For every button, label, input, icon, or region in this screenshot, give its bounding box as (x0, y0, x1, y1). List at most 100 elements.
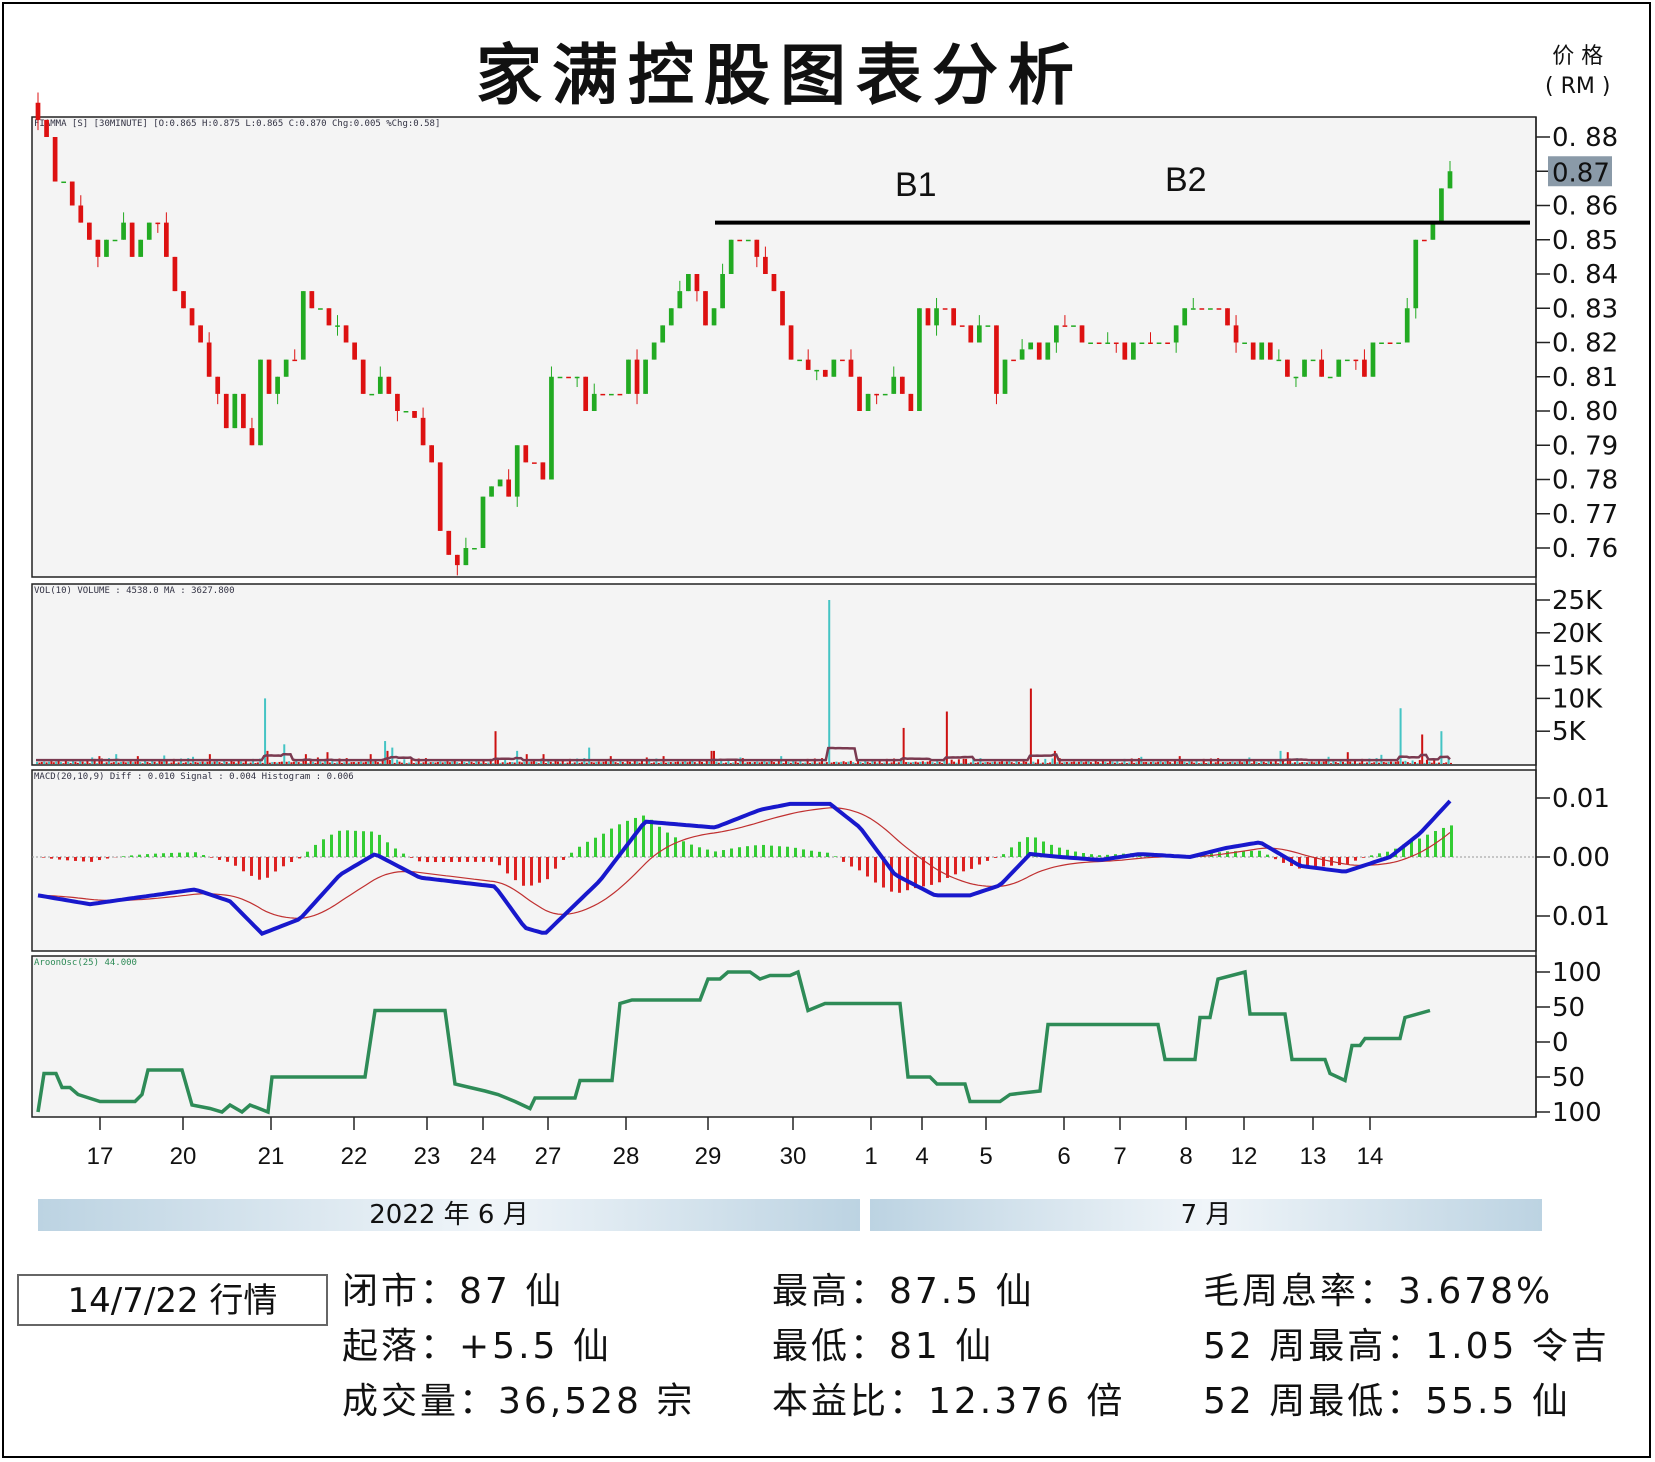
volume-bar (888, 763, 891, 764)
volume-bar (950, 759, 953, 764)
candle-body (86, 222, 92, 240)
volume-bar (331, 758, 334, 764)
volume-bar (1017, 761, 1020, 764)
volume-bar (1080, 761, 1083, 764)
candle-body (360, 359, 366, 394)
volume-bar (929, 760, 932, 764)
volume-bar (168, 763, 171, 764)
macd-histogram-bar (1114, 854, 1117, 857)
candle-body (531, 462, 537, 464)
macd-histogram-bar (762, 844, 765, 857)
volume-bar (1286, 752, 1289, 764)
volume-bar (600, 762, 603, 764)
stat-52w-high: 52 周最高：1.05 令吉 (1203, 1326, 1610, 1367)
volume-bar (833, 761, 836, 764)
candle-body (69, 181, 75, 206)
volume-bar (712, 750, 715, 764)
volume-bar (182, 762, 185, 764)
volume-bar (408, 762, 411, 764)
volume-bar (852, 762, 855, 764)
volume-bar (1176, 761, 1179, 764)
volume-bar (669, 762, 672, 764)
x-tick-label: 5 (979, 1143, 992, 1170)
volume-bar (410, 758, 413, 764)
candle-body (1182, 308, 1188, 326)
price-tick-label: 0. 77 (1552, 500, 1618, 530)
price-tick-label: 0. 83 (1552, 294, 1618, 324)
macd-histogram-bar (322, 839, 325, 857)
volume-bar (1001, 761, 1004, 764)
macd-histogram-bar (730, 848, 733, 857)
volume-bar (602, 761, 605, 764)
volume-bar (652, 762, 655, 764)
macd-histogram-bar (642, 815, 645, 857)
volume-bar (535, 762, 538, 764)
macd-histogram-bar (338, 830, 341, 857)
volume-bar (532, 760, 535, 764)
candle-body (1302, 359, 1307, 377)
volume-bar (1003, 762, 1006, 764)
volume-bar (1142, 762, 1145, 764)
macd-histogram-bar (194, 852, 197, 857)
volume-bar (624, 763, 627, 764)
candle-body (395, 393, 400, 411)
volume-bar (48, 761, 51, 764)
volume-bar (902, 727, 905, 764)
macd-histogram-bar (378, 834, 381, 857)
volume-bar (1440, 731, 1443, 764)
volume-bar (1221, 762, 1224, 764)
macd-histogram-bar (1258, 850, 1261, 857)
volume-bar (247, 763, 250, 764)
volume-ma-line (36, 746, 1451, 762)
candle-body (1353, 359, 1359, 362)
volume-bar (501, 762, 504, 764)
volume-bar (511, 762, 514, 764)
price-tick-label: 0. 81 (1552, 363, 1618, 393)
panel-header-3: AroonOsc(25) 44.000 (34, 958, 137, 968)
candle-body (634, 359, 640, 394)
macd-histogram-bar (690, 844, 693, 857)
candle-body (934, 308, 939, 326)
month-label-july: 7 月 (870, 1199, 1542, 1231)
volume-bar (765, 762, 768, 764)
volume-bar (559, 762, 562, 764)
volume-bar (1341, 761, 1344, 764)
volume-bar (592, 762, 595, 764)
candle-body (138, 239, 144, 257)
macd-histogram-bar (506, 857, 509, 874)
stock-chart: FIAMMA [S] [30MINUTE] [O:0.865 H:0.875 L… (31, 92, 1618, 1170)
candle-body (1199, 308, 1205, 310)
volume-bar (139, 762, 142, 764)
volume-bar (693, 762, 696, 764)
macd-histogram-bar (42, 857, 45, 858)
volume-bar (1279, 750, 1282, 764)
volume-bar (129, 761, 132, 764)
volume-bar (965, 758, 968, 764)
candle-body (865, 393, 871, 411)
volume-bar (732, 762, 735, 764)
volume-bar (746, 762, 749, 764)
candle-body (164, 222, 169, 257)
stat-volume: 成交量：36,528 宗 (342, 1381, 696, 1422)
volume-bar (249, 762, 252, 764)
volume-bar (1421, 734, 1424, 764)
volume-bar (1205, 763, 1208, 764)
macd-histogram-bar (1450, 825, 1453, 857)
macd-histogram-bar (802, 849, 805, 857)
volume-bar (1262, 761, 1265, 764)
volume-bar (703, 763, 706, 764)
volume-bar (1015, 760, 1018, 764)
volume-bar (847, 761, 850, 764)
volume-bar (295, 760, 298, 764)
volume-bar (1190, 761, 1193, 764)
volume-bar (957, 759, 960, 764)
macd-histogram-bar (978, 857, 981, 865)
volume-bar (420, 762, 423, 764)
x-tick-label: 23 (414, 1143, 441, 1170)
candle-body (454, 554, 460, 566)
candle-body (309, 291, 315, 309)
volume-bar (158, 759, 161, 764)
volume-bar (427, 762, 430, 764)
candle-body (489, 486, 494, 497)
macd-histogram-bar (490, 857, 493, 862)
